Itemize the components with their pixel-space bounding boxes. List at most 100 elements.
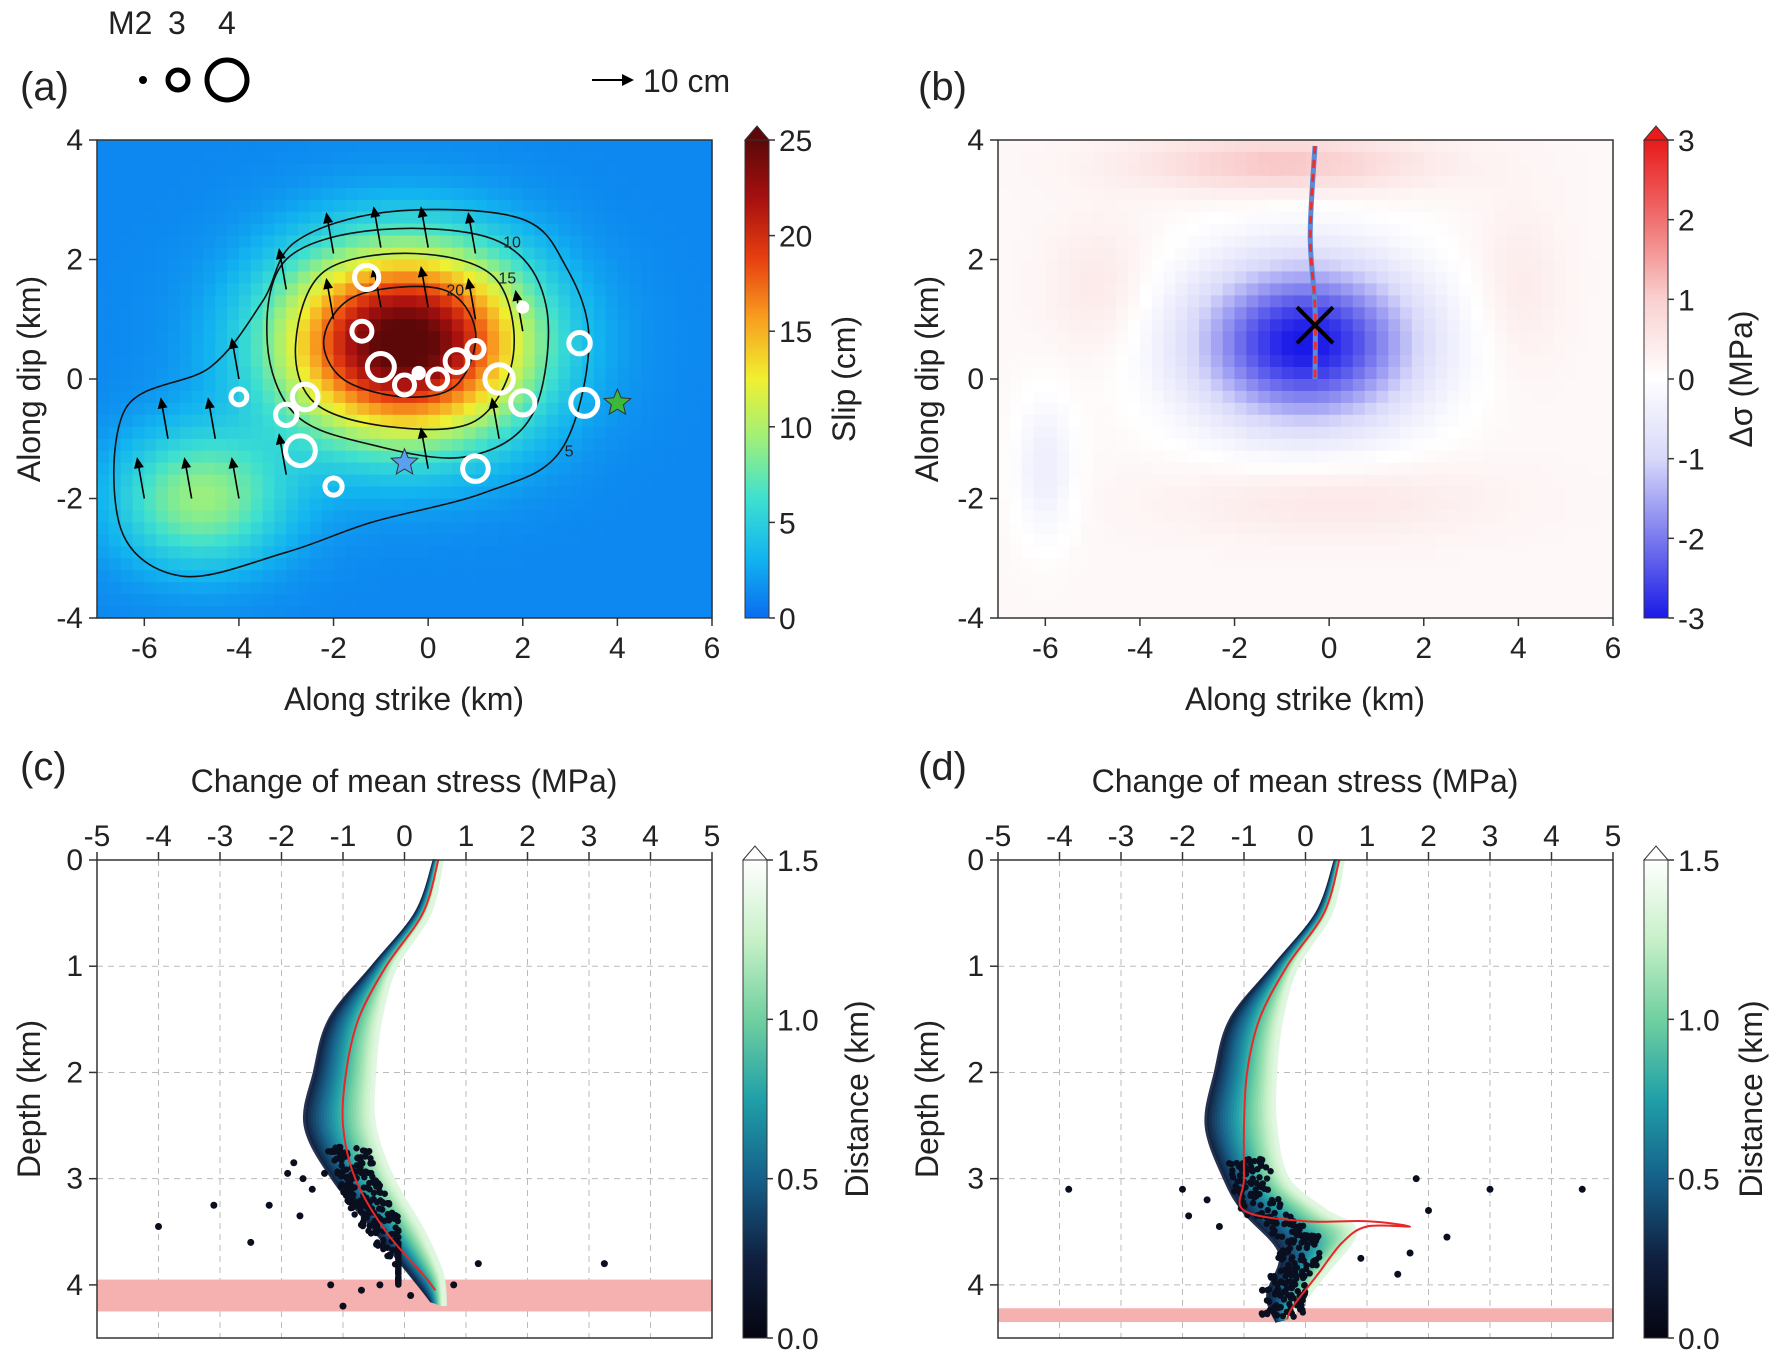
stress-cell: [1210, 187, 1224, 201]
slip-cell: [108, 163, 122, 177]
slip-cell: [617, 534, 630, 547]
slip-cell: [392, 510, 406, 523]
stress-cell: [1341, 402, 1354, 416]
slip-cell: [570, 594, 583, 607]
stress-cell: [1222, 283, 1236, 296]
stress-cell: [998, 235, 1011, 249]
slip-cell: [168, 343, 181, 356]
stress-cell: [1317, 295, 1330, 308]
slip-cell: [593, 151, 607, 165]
slip-cell: [416, 438, 429, 452]
slip-cell: [487, 199, 500, 213]
stress-cell: [1199, 271, 1212, 284]
stress-cell: [1104, 462, 1117, 476]
slip-cell: [641, 450, 654, 464]
slip-cell: [274, 367, 287, 380]
slip-cell: [499, 163, 512, 177]
stress-cell: [1163, 331, 1176, 344]
stress-cell: [1210, 450, 1224, 464]
stress-cell: [1139, 594, 1153, 607]
slip-cell: [416, 558, 429, 571]
stress-cell: [1293, 140, 1307, 153]
slip-cell: [605, 199, 618, 213]
stress-cell: [1352, 402, 1366, 416]
stress-cell: [1317, 474, 1330, 488]
slip-cell: [345, 414, 358, 428]
stress-cell: [1589, 175, 1602, 189]
stress-cell: [1270, 438, 1283, 452]
slip-cell: [333, 283, 346, 296]
slip-cell: [156, 199, 169, 213]
slip-cell: [380, 390, 394, 404]
scatter-point: [1249, 1199, 1257, 1207]
slip-cell: [499, 498, 512, 511]
stress-cell: [1163, 402, 1176, 416]
stress-cell: [1258, 235, 1271, 249]
slip-cell: [120, 211, 134, 225]
slip-cell: [463, 402, 476, 416]
stress-cell: [1281, 486, 1295, 499]
slip-cell: [570, 426, 583, 440]
stress-cell: [1270, 522, 1283, 535]
stress-cell: [1128, 426, 1141, 440]
slip-cell: [652, 522, 666, 535]
stress-cell: [1281, 283, 1295, 296]
slip-cell: [593, 450, 607, 464]
aftershock: [352, 262, 382, 293]
stress-cell: [1222, 367, 1236, 380]
stress-cell: [1364, 582, 1377, 595]
slip-cell: [652, 546, 666, 559]
slip-cell: [487, 594, 500, 607]
stress-cell: [1057, 355, 1070, 368]
slip-cell: [345, 570, 358, 583]
stress-cell: [1601, 594, 1614, 607]
slip-vector: [279, 253, 288, 290]
stress-cell: [998, 307, 1011, 320]
stress-cell: [1175, 534, 1188, 547]
slip-cell: [144, 355, 157, 368]
stress-cell: [1210, 319, 1224, 332]
stress-cell: [1104, 426, 1117, 440]
stress-cell: [1518, 462, 1531, 476]
slip-cell: [688, 271, 701, 284]
stress-cell: [1506, 390, 1519, 404]
scatter-point: [1282, 1211, 1290, 1218]
stress-cell: [1234, 379, 1247, 392]
stress-cell: [1258, 283, 1271, 296]
stress-cell: [1364, 187, 1377, 201]
stress-cell: [1482, 450, 1496, 464]
slip-cell: [191, 235, 204, 249]
slip-cell: [499, 582, 512, 595]
stress-cell: [1341, 570, 1354, 583]
stress-cell: [1577, 140, 1590, 153]
slip-cell: [380, 187, 394, 201]
stress-cell: [1246, 510, 1259, 523]
stress-cell: [1317, 450, 1330, 464]
colorbar-ramp: [744, 139, 770, 619]
slip-cell: [203, 426, 216, 440]
stress-cell: [1246, 486, 1259, 499]
slip-cell: [369, 558, 382, 571]
stress-cell: [1317, 510, 1330, 523]
slip-cell: [168, 355, 181, 368]
stress-cell: [1057, 402, 1070, 416]
slip-cell: [546, 462, 559, 476]
stress-cell: [1411, 498, 1425, 511]
slip-cell: [369, 534, 382, 547]
x-tick-label: 4: [1510, 632, 1527, 665]
stress-cell: [1341, 187, 1354, 201]
stress-cell: [1553, 163, 1567, 177]
stress-cell: [1553, 307, 1567, 320]
stress-cell: [1423, 259, 1437, 272]
stress-cell: [1411, 379, 1425, 392]
slip-cell: [309, 283, 323, 296]
slip-cell: [499, 187, 512, 201]
stress-cell: [1400, 367, 1413, 380]
scatter-point: [1267, 1168, 1274, 1175]
slip-cell: [487, 163, 500, 177]
slip-cell: [120, 390, 134, 404]
stress-cell: [1187, 259, 1200, 272]
stress-cell: [1045, 402, 1058, 416]
slip-vector-head: [181, 457, 192, 469]
stress-cell: [1459, 235, 1472, 249]
